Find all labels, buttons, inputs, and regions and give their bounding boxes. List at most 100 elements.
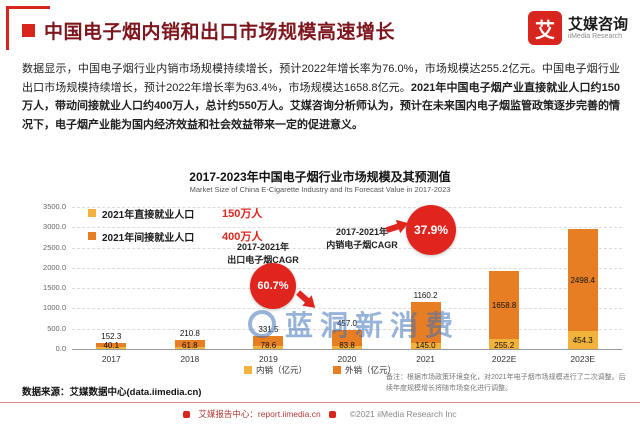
bar-export-label: 2498.4 — [570, 275, 595, 285]
bar-segment-export — [332, 330, 362, 346]
employment-indirect-row: 2021年间接就业人口 400万人 — [88, 228, 262, 244]
chart-subtitle: Market Size of China E-Cigarette Industr… — [189, 185, 451, 194]
y-axis-tick-label: 0.0 — [55, 344, 66, 353]
employment-direct-value: 150万人 — [222, 208, 263, 220]
export-cagr-label-line1: 2017-2021年 — [236, 242, 290, 252]
bar-domestic-label: 83.8 — [339, 341, 355, 350]
footer: 艾媒报告中心：report.iimedia.cn ©2021 iiMedia R… — [0, 408, 640, 420]
logo-subtitle: iiMedia Research — [567, 33, 623, 41]
page-title: 中国电子烟内销和出口市场规模高速增长 — [44, 22, 396, 43]
bar-segment-export — [253, 335, 284, 346]
corner-decoration — [6, 6, 50, 50]
report-center-icon — [183, 410, 191, 418]
domestic-cagr-label: 2017-2021年 内销电子烟CAGR — [316, 226, 408, 251]
domestic-cagr-label-line2: 内销电子烟CAGR — [326, 239, 398, 250]
bar-total-label: 457.0 — [336, 319, 358, 329]
title-bullet-icon — [22, 24, 35, 37]
bar-domestic-label: 78.6 — [260, 341, 277, 350]
bar-export-label: 1658.8 — [491, 301, 517, 310]
summary-text-bold: 2021年中国电子烟产业直接就业人口约150万人，带动间接就业人口约400万人，… — [22, 81, 620, 132]
bar-segment-domestic — [174, 346, 205, 349]
bar-total-label: 331.5 — [258, 324, 279, 334]
y-axis-tick-label: 1000.0 — [43, 303, 66, 313]
bar-segment-domestic — [253, 345, 284, 349]
bar-domestic-label: 145.0 — [415, 341, 436, 350]
employment-indirect-label: 2021年间接就业人口 — [102, 232, 195, 244]
gridline — [72, 227, 622, 229]
bar-segment-export — [567, 229, 598, 331]
legend-item-domestic: 内销（亿元） — [243, 364, 307, 376]
logo-text: 艾媒咨询 iiMedia Research — [568, 16, 628, 40]
bar-segment-export — [410, 301, 441, 344]
x-axis-tick-label: 2023E — [570, 354, 595, 364]
export-cagr-badge: 60.7% — [250, 263, 296, 309]
employment-direct-row: 2021年直接就业人口 150万人 — [88, 205, 262, 221]
gridline — [72, 247, 622, 249]
export-cagr-label-line2: 出口电子烟CAGR — [227, 254, 299, 265]
bar-segment-export — [489, 271, 520, 339]
bar-total-label: 152.3 — [101, 331, 122, 341]
employment-direct-label: 2021年直接就业人口 — [102, 209, 195, 221]
bar-segment-domestic — [96, 347, 127, 349]
domestic-cagr-badge: 37.9% — [406, 205, 456, 255]
bar-segment-domestic — [567, 330, 598, 349]
logo-name: 艾媒咨询 — [567, 15, 628, 33]
employment-direct-swatch-icon — [88, 209, 96, 217]
legend-label-export: 外销（亿元） — [345, 365, 397, 375]
gridline — [72, 267, 622, 269]
plot-area: 0.0 500.0 1000.0 1500.0 2000.0 2500.0 3000.0 35… — [43, 202, 622, 364]
iimedia-logo: 艾 艾媒咨询 iiMedia Research — [527, 11, 628, 45]
x-axis-tick-label: 2019 — [258, 354, 278, 364]
legend-item-export: 外销（亿元） — [333, 364, 396, 376]
employment-indirect-value: 400万人 — [222, 231, 263, 243]
bar-segment-domestic — [332, 345, 362, 349]
data-source: 数据来源：艾媒数据中心(data.iimedia.cn) — [22, 387, 202, 398]
summary-text: 数据显示，中国电子烟行业内销市场规模持续增长，预计2022年增长率为76.0%，… — [22, 63, 620, 94]
iimedia-logo-icon: 艾 — [527, 11, 562, 45]
y-axis-tick-label: 3000.0 — [43, 222, 66, 232]
export-cagr-arrow-icon — [296, 290, 316, 308]
gridline — [72, 308, 622, 310]
chart-note: 备注：根据市场政策环境变化，对2021年电子烟市场规模进行了二次调整。后续年度规… — [386, 374, 626, 392]
domestic-cagr-arrow-icon — [385, 219, 409, 234]
copyright-icon — [328, 410, 336, 418]
legend-swatch-export-icon — [333, 366, 341, 374]
bar-segment-export — [174, 340, 205, 347]
footer-divider — [0, 402, 640, 403]
gridline — [72, 207, 622, 208]
bar-total-label: 1160.2 — [413, 290, 438, 300]
bar-segment-export — [96, 342, 127, 348]
header: 中国电子烟内销和出口市场规模高速增长 — [22, 17, 395, 44]
gridline — [72, 288, 622, 290]
legend-swatch-domestic-icon — [243, 366, 252, 374]
export-cagr-label: 2017-2021年 出口电子烟CAGR — [218, 241, 308, 266]
copyright-text: ©2021 iiMedia Research Inc — [349, 409, 457, 419]
legend-label-domestic: 内销（亿元） — [255, 365, 307, 375]
report-center-link: 艾媒报告中心：report.iimedia.cn — [198, 409, 321, 419]
employment-indirect-swatch-icon — [88, 232, 96, 240]
bar-total-label: 210.8 — [179, 329, 200, 339]
y-axis-tick-label: 500.0 — [47, 323, 66, 333]
chart-title: 2017-2023年中国电子烟行业市场规模及其预测值 — [189, 170, 451, 184]
employment-annotations: 2021年直接就业人口 150万人 2021年间接就业人口 400万人 — [88, 205, 262, 251]
bar-domestic-label: 454.3 — [572, 335, 593, 345]
x-axis-tick-label: 2021 — [416, 354, 436, 364]
x-axis-tick-label: 2020 — [337, 354, 357, 364]
x-axis-tick-label: 2018 — [180, 354, 200, 364]
gridline — [72, 328, 622, 330]
y-axis-tick-label: 2500.0 — [43, 242, 66, 252]
y-axis-tick-label: 2000.0 — [43, 262, 66, 272]
bar-segment-domestic — [489, 338, 520, 349]
bar-domestic-label: 61.8 — [182, 341, 198, 350]
x-axis-tick-label: 2022E — [491, 354, 517, 364]
y-axis-tick-label: 1500.0 — [43, 283, 66, 293]
bar-domestic-label: 255.2 — [494, 341, 515, 350]
bar-domestic-label: 40.1 — [103, 341, 120, 350]
summary-paragraph: 数据显示，中国电子烟行业内销市场规模持续增长，预计2022年增长率为76.0%，… — [22, 60, 620, 135]
y-axis-tick-label: 3500.0 — [43, 202, 66, 211]
domestic-cagr-label-line1: 2017-2021年 — [335, 227, 389, 237]
bar-segment-domestic — [410, 343, 441, 349]
chart-legend: 内销（亿元） 外销（亿元） — [0, 364, 640, 376]
x-axis-tick-label: 2017 — [101, 354, 121, 364]
